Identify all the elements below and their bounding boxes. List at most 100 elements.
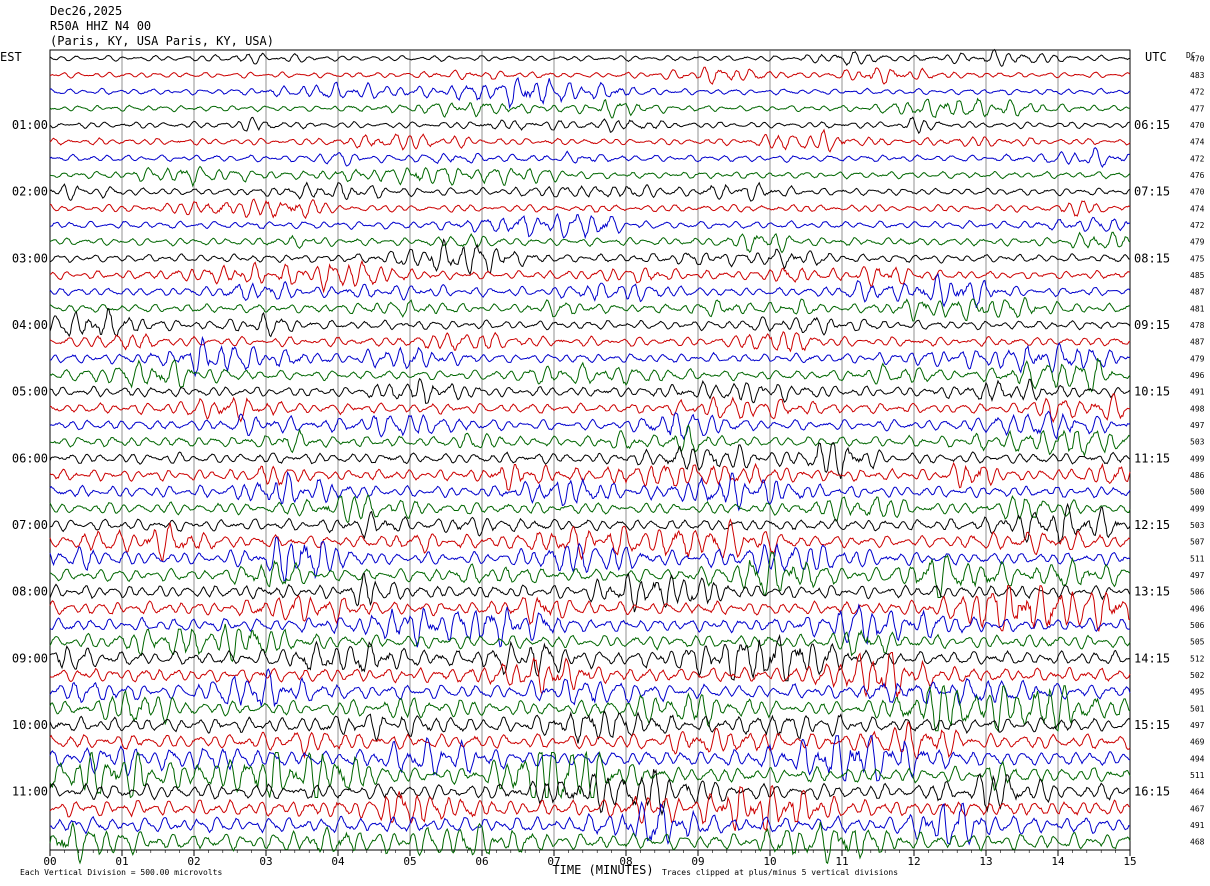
dc-offset-label: 511 bbox=[1190, 771, 1205, 780]
dc-offset-label: 464 bbox=[1190, 788, 1205, 797]
right-hour-label: 06:15 bbox=[1134, 118, 1170, 132]
footer-scale-note: Each Vertical Division = 500.00 microvol… bbox=[20, 868, 222, 877]
dc-offset-label: 478 bbox=[1190, 321, 1205, 330]
station-label: R50A HHZ N4 00 bbox=[50, 19, 152, 33]
seismic-trace bbox=[49, 410, 1131, 441]
right-hour-label: 12:15 bbox=[1134, 518, 1170, 532]
dc-offset-label: 481 bbox=[1190, 304, 1205, 313]
dc-offset-label: 472 bbox=[1190, 88, 1205, 97]
seismic-trace bbox=[49, 308, 1131, 338]
left-hour-label: 08:00 bbox=[12, 585, 48, 599]
seismic-trace bbox=[49, 66, 1131, 85]
dc-offset-label: 467 bbox=[1190, 804, 1205, 813]
right-hour-label: 15:15 bbox=[1134, 718, 1170, 732]
x-tick-label: 12 bbox=[907, 855, 920, 868]
dc-offset-label: 496 bbox=[1190, 371, 1205, 380]
seismic-trace bbox=[49, 393, 1131, 424]
dc-offset-label: 497 bbox=[1190, 571, 1205, 580]
seismic-trace bbox=[49, 424, 1131, 458]
right-hour-label: 11:15 bbox=[1134, 451, 1170, 465]
seismic-trace bbox=[49, 231, 1131, 254]
dc-offset-label: 506 bbox=[1190, 588, 1205, 597]
dc-offset-label: 477 bbox=[1190, 104, 1205, 113]
dc-offset-label: 512 bbox=[1190, 654, 1205, 663]
x-axis-label: TIME (MINUTES) bbox=[552, 863, 653, 877]
seismic-trace bbox=[49, 181, 1131, 202]
seismic-trace bbox=[49, 147, 1131, 169]
seismic-trace bbox=[49, 213, 1131, 240]
seismic-trace bbox=[49, 518, 1131, 562]
left-hour-label: 03:00 bbox=[12, 251, 48, 265]
dc-offset-label: 468 bbox=[1190, 838, 1205, 847]
dc-offset-label: 470 bbox=[1190, 188, 1205, 197]
dc-offset-label: 479 bbox=[1190, 354, 1205, 363]
dc-offset-label: 507 bbox=[1190, 538, 1205, 547]
location-label: (Paris, KY, USA Paris, KY, USA) bbox=[50, 34, 274, 48]
x-tick-label: 02 bbox=[187, 855, 200, 868]
dc-label: DC bbox=[1186, 51, 1196, 60]
dc-offset-label: 503 bbox=[1190, 521, 1205, 530]
left-hour-label: 06:00 bbox=[12, 451, 48, 465]
seismic-trace bbox=[49, 358, 1131, 393]
dc-offset-label: 474 bbox=[1190, 138, 1205, 147]
dc-offset-label: 503 bbox=[1190, 438, 1205, 447]
seismic-trace bbox=[49, 97, 1131, 119]
seismic-trace bbox=[49, 493, 1131, 524]
x-tick-label: 04 bbox=[331, 855, 345, 868]
left-axis-label: EST bbox=[0, 50, 22, 64]
dc-offset-label: 495 bbox=[1190, 688, 1205, 697]
right-hour-label: 07:15 bbox=[1134, 185, 1170, 199]
dc-offset-label: 499 bbox=[1190, 504, 1205, 513]
left-hour-label: 10:00 bbox=[12, 718, 48, 732]
seismic-trace bbox=[49, 238, 1130, 276]
seismic-trace bbox=[49, 442, 1131, 479]
seismic-trace bbox=[49, 116, 1131, 135]
seismic-trace bbox=[49, 572, 1131, 613]
dc-offset-label: 502 bbox=[1190, 671, 1205, 680]
seismic-trace bbox=[49, 335, 1131, 378]
x-tick-label: 03 bbox=[259, 855, 272, 868]
right-hour-label: 14:15 bbox=[1134, 651, 1170, 665]
seismic-trace bbox=[49, 768, 1131, 816]
right-axis-label: UTC bbox=[1145, 50, 1167, 64]
left-hour-label: 05:00 bbox=[12, 385, 48, 399]
dc-offset-label: 472 bbox=[1190, 154, 1205, 163]
dc-offset-label: 494 bbox=[1190, 754, 1205, 763]
seismic-trace bbox=[49, 684, 1131, 732]
seismic-trace bbox=[49, 721, 1131, 760]
x-tick-label: 10 bbox=[763, 855, 776, 868]
dc-offset-label: 496 bbox=[1190, 604, 1205, 613]
dc-offset-label: 476 bbox=[1190, 171, 1205, 180]
seismic-trace bbox=[49, 668, 1131, 708]
dc-offset-label: 499 bbox=[1190, 454, 1205, 463]
dc-offset-label: 483 bbox=[1190, 71, 1205, 80]
seismic-trace bbox=[49, 198, 1131, 220]
x-tick-label: 00 bbox=[43, 855, 56, 868]
date-label: Dec26,2025 bbox=[50, 4, 123, 18]
right-hour-label: 08:15 bbox=[1134, 251, 1170, 265]
seismic-trace bbox=[49, 785, 1131, 832]
dc-offset-label: 485 bbox=[1190, 271, 1205, 280]
right-hour-label: 13:15 bbox=[1134, 585, 1170, 599]
footer-clip-note: Traces clipped at plus/minus 5 vertical … bbox=[662, 868, 898, 877]
x-tick-label: 01 bbox=[115, 855, 128, 868]
dc-offset-label: 511 bbox=[1190, 554, 1205, 563]
dc-offset-label: 505 bbox=[1190, 638, 1205, 647]
left-hour-label: 11:00 bbox=[12, 785, 48, 799]
dc-offset-label: 474 bbox=[1190, 204, 1205, 213]
seismic-trace bbox=[49, 330, 1131, 353]
x-tick-label: 05 bbox=[403, 855, 416, 868]
left-hour-label: 04:00 bbox=[12, 318, 48, 332]
seismic-trace bbox=[49, 652, 1131, 698]
dc-offset-label: 491 bbox=[1190, 821, 1205, 830]
seismic-trace bbox=[49, 297, 1131, 322]
seismic-trace bbox=[49, 623, 1131, 663]
seismic-trace bbox=[49, 48, 1131, 67]
seismic-trace bbox=[49, 735, 1131, 782]
dc-offset-label: 497 bbox=[1190, 421, 1205, 430]
left-hour-label: 09:00 bbox=[12, 651, 48, 665]
dc-offset-label: 469 bbox=[1190, 738, 1205, 747]
dc-offset-label: 486 bbox=[1190, 471, 1205, 480]
dc-offset-label: 501 bbox=[1190, 704, 1205, 713]
